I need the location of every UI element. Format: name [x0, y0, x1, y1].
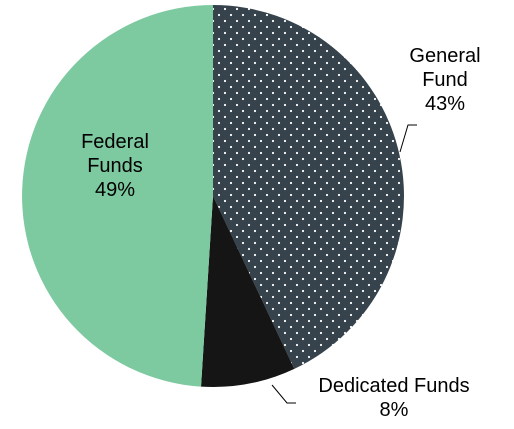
slice-label-line: Dedicated Funds	[318, 375, 470, 397]
slice-label-federal-funds: Federal Funds 49%	[55, 130, 175, 202]
slice-value-label: 43%	[424, 93, 466, 115]
slice-label-line: General	[409, 45, 481, 67]
slice-value-label: 8%	[379, 399, 409, 421]
slice-label-line: Funds	[87, 155, 143, 177]
slice-value-label: 49%	[94, 179, 136, 201]
slice-label-dedicated-funds: Dedicated Funds 8%	[286, 374, 502, 422]
slice-label-general-fund: General Fund 43%	[390, 44, 500, 116]
slice-label-line: Fund	[422, 69, 468, 91]
slice-label-line: Federal	[81, 131, 149, 153]
leader-line-general-fund	[399, 124, 417, 153]
pie-slice-federal-funds	[22, 5, 213, 387]
pie-slice-general-fund	[213, 5, 404, 369]
leader-line-dedicated-funds	[271, 384, 296, 404]
pie-slice-dedicated-funds	[201, 196, 295, 387]
